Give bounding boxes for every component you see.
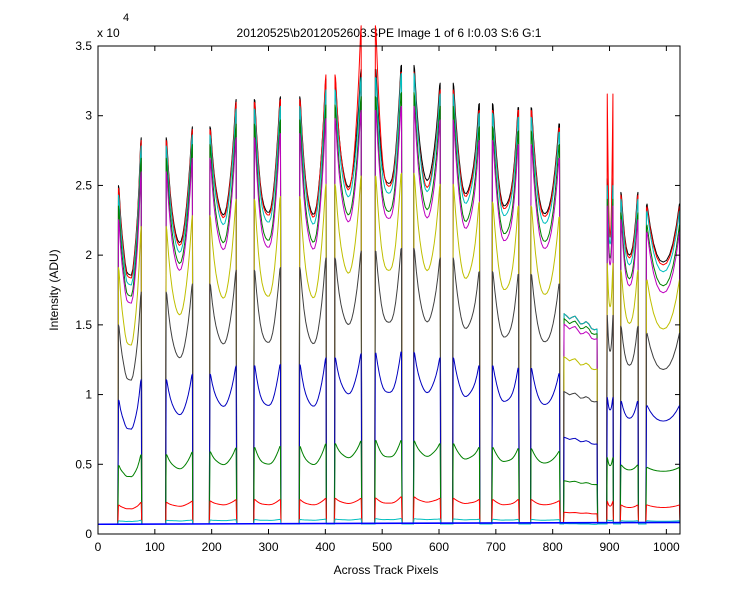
y-tick-label: 2.5 <box>75 178 92 192</box>
x-axis-label: Across Track Pixels <box>334 563 439 577</box>
y-axis-label: Intensity (ADU) <box>47 249 61 330</box>
series-line-7 <box>98 351 681 525</box>
chart-title: 20120525\b2012052603.SPE Image 1 of 6 I:… <box>237 26 542 40</box>
x-tick-label: 500 <box>372 540 392 554</box>
series-line-1 <box>98 25 681 525</box>
x-tick-label: 300 <box>258 540 278 554</box>
y-tick-label: 3.5 <box>75 39 92 53</box>
x-tick-label: 700 <box>486 540 506 554</box>
y-tick-label: 0 <box>85 527 92 541</box>
y-axis-multiplier-exponent: 4 <box>123 12 129 24</box>
x-tick-label: 1000 <box>653 540 680 554</box>
series-layer <box>97 25 681 526</box>
x-tick-label: 0 <box>95 540 102 554</box>
series-line-3 <box>98 92 681 525</box>
x-axis-ticks: 0 100 200 300 400 500 600 700 800 900 1000 <box>95 46 680 554</box>
series-line-8 <box>98 439 681 525</box>
x-tick-label: 400 <box>315 540 335 554</box>
y-tick-label: 0.5 <box>75 457 92 471</box>
x-tick-label: 100 <box>145 540 165 554</box>
x-tick-label: 900 <box>600 540 620 554</box>
x-tick-label: 600 <box>429 540 449 554</box>
y-tick-label: 2 <box>85 248 92 262</box>
series-line-4 <box>98 105 681 525</box>
y-tick-label: 3 <box>85 109 92 123</box>
y-tick-label: 1.5 <box>75 318 92 332</box>
plot-area-frame <box>97 45 681 535</box>
x-tick-label: 200 <box>202 540 222 554</box>
x-tick-label: 800 <box>543 540 563 554</box>
y-tick-label: 1 <box>85 388 92 402</box>
y-axis-multiplier: x 10 <box>97 26 120 40</box>
series-line-11 <box>97 521 681 526</box>
y-axis-ticks: 0 0.5 1 1.5 2 2.5 3 3.5 <box>75 39 680 541</box>
